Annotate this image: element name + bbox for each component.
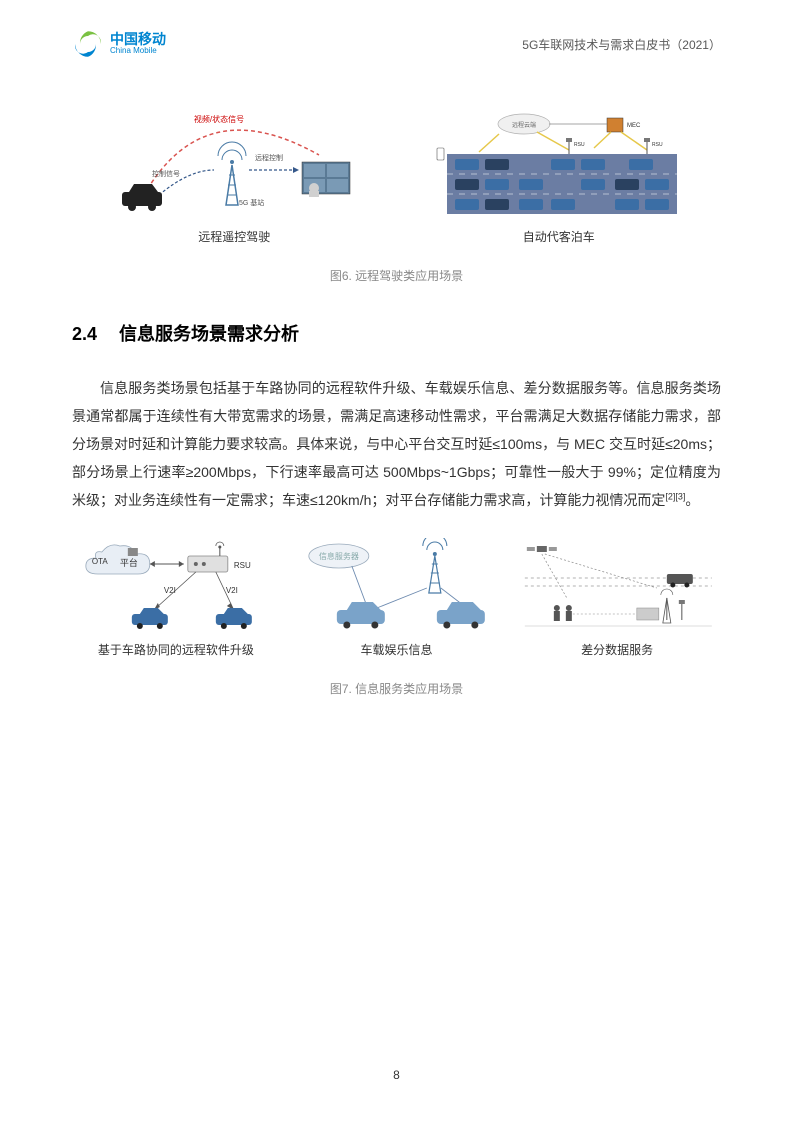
label-v2i-2: V2I bbox=[226, 586, 238, 595]
rsu-icon bbox=[637, 589, 685, 623]
figure7-panel3-caption: 差分数据服务 bbox=[581, 641, 653, 658]
monitor-icon bbox=[302, 162, 350, 197]
label-ota: OTA bbox=[92, 557, 109, 566]
label-server: 信息服务器 bbox=[318, 551, 358, 561]
logo-text-cn: 中国移动 bbox=[110, 32, 166, 47]
figure6-caption: 图6. 远程驾驶类应用场景 bbox=[72, 267, 721, 284]
rsu-icon: RSU bbox=[566, 138, 585, 154]
label-rsu: RSU bbox=[234, 561, 251, 570]
doc-title: 5G车联网技术与需求白皮书（2021） bbox=[522, 36, 721, 53]
figure6-panel1: 视频/状态信号 控制信号 远程控制 bbox=[104, 110, 364, 245]
diff-data-diagram bbox=[513, 538, 721, 633]
logo: 中国移动 China Mobile bbox=[72, 28, 166, 60]
label-remote: 远程控制 bbox=[255, 153, 283, 162]
person-icon bbox=[554, 605, 572, 621]
svg-text:RSU: RSU bbox=[652, 142, 663, 148]
valet-parking-diagram: 远程云端 MEC RSU RSU bbox=[429, 110, 689, 220]
figure6-row: 视频/状态信号 控制信号 远程控制 bbox=[72, 110, 721, 245]
satellite-icon bbox=[527, 546, 557, 552]
label-cloud: 远程云端 bbox=[512, 121, 536, 129]
figure6-panel2: 远程云端 MEC RSU RSU bbox=[429, 110, 689, 245]
car-icon bbox=[122, 184, 162, 211]
label-mec: MEC bbox=[627, 123, 641, 129]
figure7-panel3: 差分数据服务 bbox=[513, 538, 721, 658]
remote-driving-diagram: 视频/状态信号 控制信号 远程控制 bbox=[104, 110, 364, 220]
figure7-panel2: 信息服务器 bbox=[293, 538, 501, 658]
infotainment-diagram: 信息服务器 bbox=[293, 538, 501, 633]
logo-icon bbox=[72, 28, 104, 60]
page-header: 中国移动 China Mobile 5G车联网技术与需求白皮书（2021） bbox=[72, 28, 721, 60]
car-icon bbox=[436, 602, 484, 629]
car-icon bbox=[132, 608, 168, 629]
figure7-caption: 图7. 信息服务类应用场景 bbox=[72, 680, 721, 697]
label-v2i-1: V2I bbox=[164, 586, 176, 595]
section-number: 2.4 bbox=[72, 324, 97, 344]
figure7-panel1: OTA 平台 RSU V2I V2I bbox=[72, 538, 280, 658]
label-platform: 平台 bbox=[120, 557, 138, 568]
page-number: 8 bbox=[0, 1068, 793, 1082]
car-icon bbox=[216, 608, 252, 629]
citation: [2][3] bbox=[665, 491, 685, 501]
figure6-panel2-caption: 自动代客泊车 bbox=[523, 228, 595, 245]
section-heading: 2.4 信息服务场景需求分析 bbox=[72, 320, 721, 346]
tower-icon bbox=[422, 538, 446, 593]
label-5g: 5G 基站 bbox=[239, 198, 264, 207]
label-video: 视频/状态信号 bbox=[194, 114, 244, 124]
svg-text:RSU: RSU bbox=[574, 142, 585, 148]
tower-icon bbox=[218, 142, 246, 205]
ota-diagram: OTA 平台 RSU V2I V2I bbox=[72, 538, 280, 633]
logo-text-en: China Mobile bbox=[110, 47, 166, 56]
figure7-panel2-caption: 车载娱乐信息 bbox=[360, 641, 432, 658]
figure6-panel1-caption: 远程遥控驾驶 bbox=[198, 228, 270, 245]
label-control: 控制信号 bbox=[152, 169, 180, 178]
car-icon bbox=[336, 602, 384, 629]
section-body: 信息服务类场景包括基于车路协同的远程软件升级、车载娱乐信息、差分数据服务等。信息… bbox=[72, 374, 721, 514]
section-title: 信息服务场景需求分析 bbox=[119, 324, 299, 344]
figure7-panel1-caption: 基于车路协同的远程软件升级 bbox=[98, 641, 254, 658]
figure7-row: OTA 平台 RSU V2I V2I bbox=[72, 538, 721, 658]
